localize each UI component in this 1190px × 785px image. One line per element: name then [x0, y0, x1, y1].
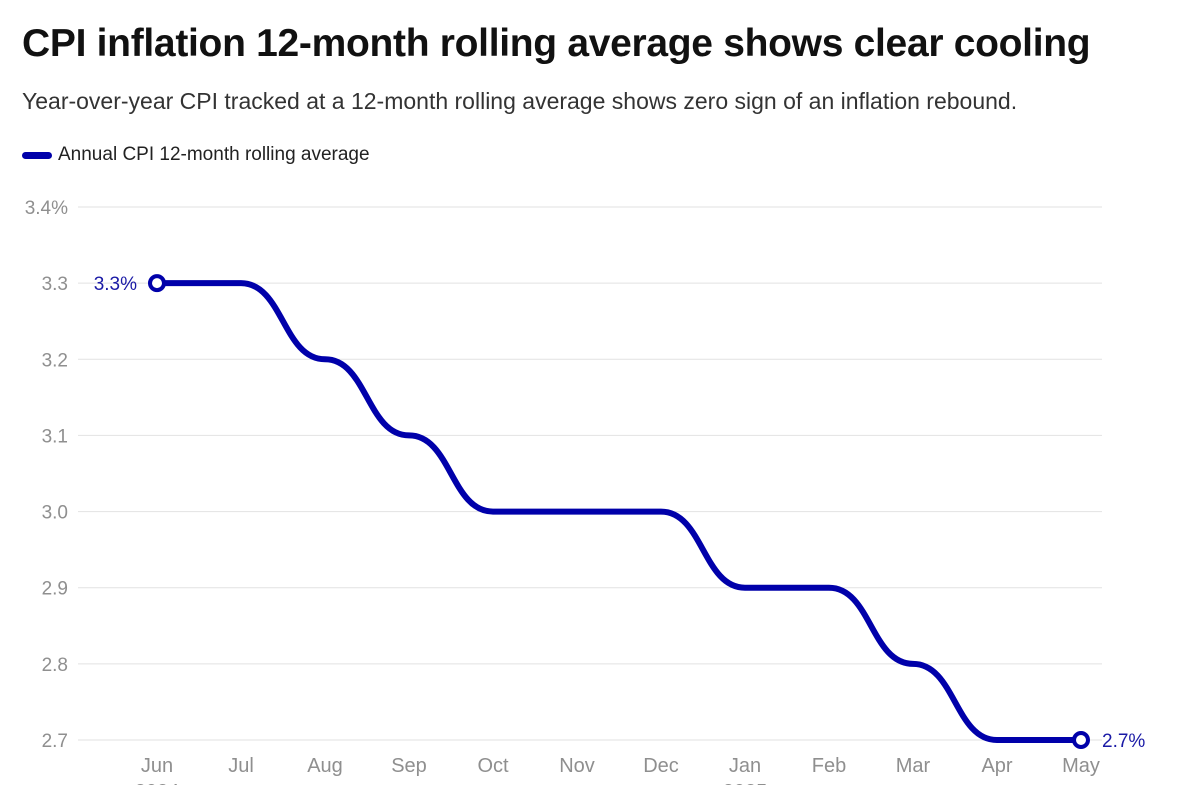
y-tick-label: 2.8 [42, 655, 68, 676]
x-tick-label: Apr [981, 755, 1012, 777]
legend: Annual CPI 12-month rolling average [22, 144, 370, 166]
series-line [154, 280, 1084, 744]
endpoint-marker [1072, 731, 1090, 749]
x-tick-label: Mar [896, 755, 931, 777]
y-tick-label: 3.4% [25, 198, 68, 219]
legend-label: Annual CPI 12-month rolling average [58, 144, 370, 165]
x-tick-label: Feb [812, 755, 846, 777]
data-label: 3.3% [94, 274, 137, 295]
x-tick-label: Oct [477, 755, 509, 777]
chart-title: CPI inflation 12-month rolling average s… [22, 22, 1091, 65]
x-tick-label: Aug [307, 755, 343, 777]
y-tick-label: 2.7 [42, 731, 68, 752]
x-tick-label: Dec [643, 755, 679, 777]
endpoint-marker [148, 274, 166, 293]
x-tick-label: Jun [141, 755, 173, 777]
y-tick-label: 3.3 [42, 274, 68, 295]
x-tick-label: Nov [559, 755, 595, 777]
x-tick-label: May [1062, 755, 1100, 777]
x-tick-label: Jul [228, 755, 254, 777]
y-tick-label: 3.0 [42, 503, 68, 524]
data-label: 2.7% [1102, 731, 1145, 752]
y-tick-label: 3.2 [42, 350, 68, 371]
chart-subtitle: Year-over-year CPI tracked at a 12-month… [22, 88, 1018, 114]
y-tick-label: 2.9 [42, 579, 68, 600]
x-tick-label: Sep [391, 755, 427, 777]
x-tick-label: Jan [729, 755, 761, 777]
y-tick-label: 3.1 [42, 426, 68, 447]
legend-swatch [22, 151, 52, 159]
x-year-label: 2025 [723, 781, 768, 785]
x-year-label: 2024 [135, 781, 180, 785]
